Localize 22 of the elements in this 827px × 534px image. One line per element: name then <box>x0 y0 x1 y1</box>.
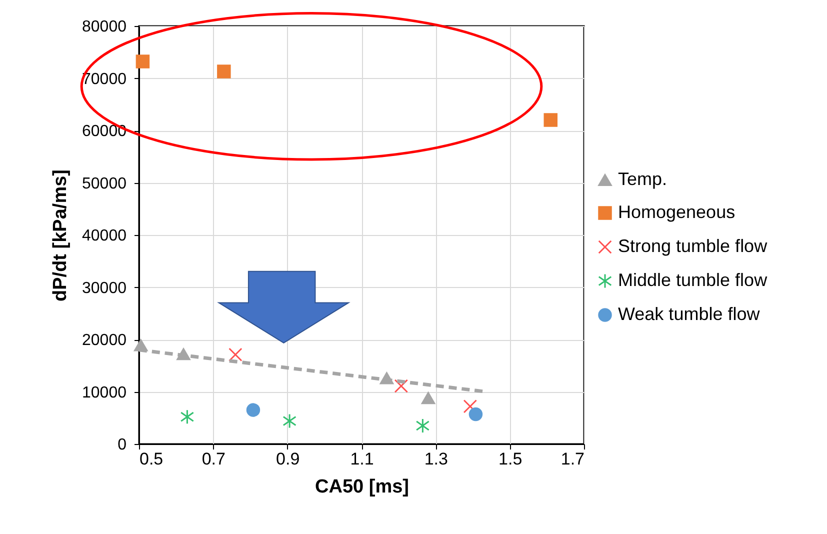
x-axis-title: CA50 [ms] <box>315 476 409 498</box>
x-tick-label: 1.7 <box>560 450 584 468</box>
legend-label: Homogeneous <box>618 202 736 222</box>
x-tick-label: 1.3 <box>424 450 448 468</box>
legend-label: Temp. <box>618 169 668 189</box>
x-tick-label: 1.1 <box>350 450 374 468</box>
y-tick-label: 30000 <box>82 280 127 297</box>
legend-label: Weak tumble flow <box>618 304 761 324</box>
y-tick-label: 60000 <box>82 123 127 140</box>
legend-label: Middle tumble flow <box>618 270 768 290</box>
y-axis-title: dP/dt [kPa/ms] <box>50 170 72 302</box>
legend-label: Strong tumble flow <box>618 236 768 256</box>
x-tick-label: 1.5 <box>498 450 522 468</box>
y-tick-label: 20000 <box>82 332 127 349</box>
y-tick-label: 40000 <box>82 228 127 244</box>
y-tick-label: 10000 <box>82 384 127 402</box>
x-tick-label: 0.5 <box>140 450 164 468</box>
y-tick-label: 0 <box>118 436 127 454</box>
x-tick-label: 0.7 <box>202 450 226 468</box>
y-tick-label: 50000 <box>82 175 127 192</box>
y-tick-label: 80000 <box>82 18 127 36</box>
x-tick-label: 0.9 <box>276 450 300 468</box>
